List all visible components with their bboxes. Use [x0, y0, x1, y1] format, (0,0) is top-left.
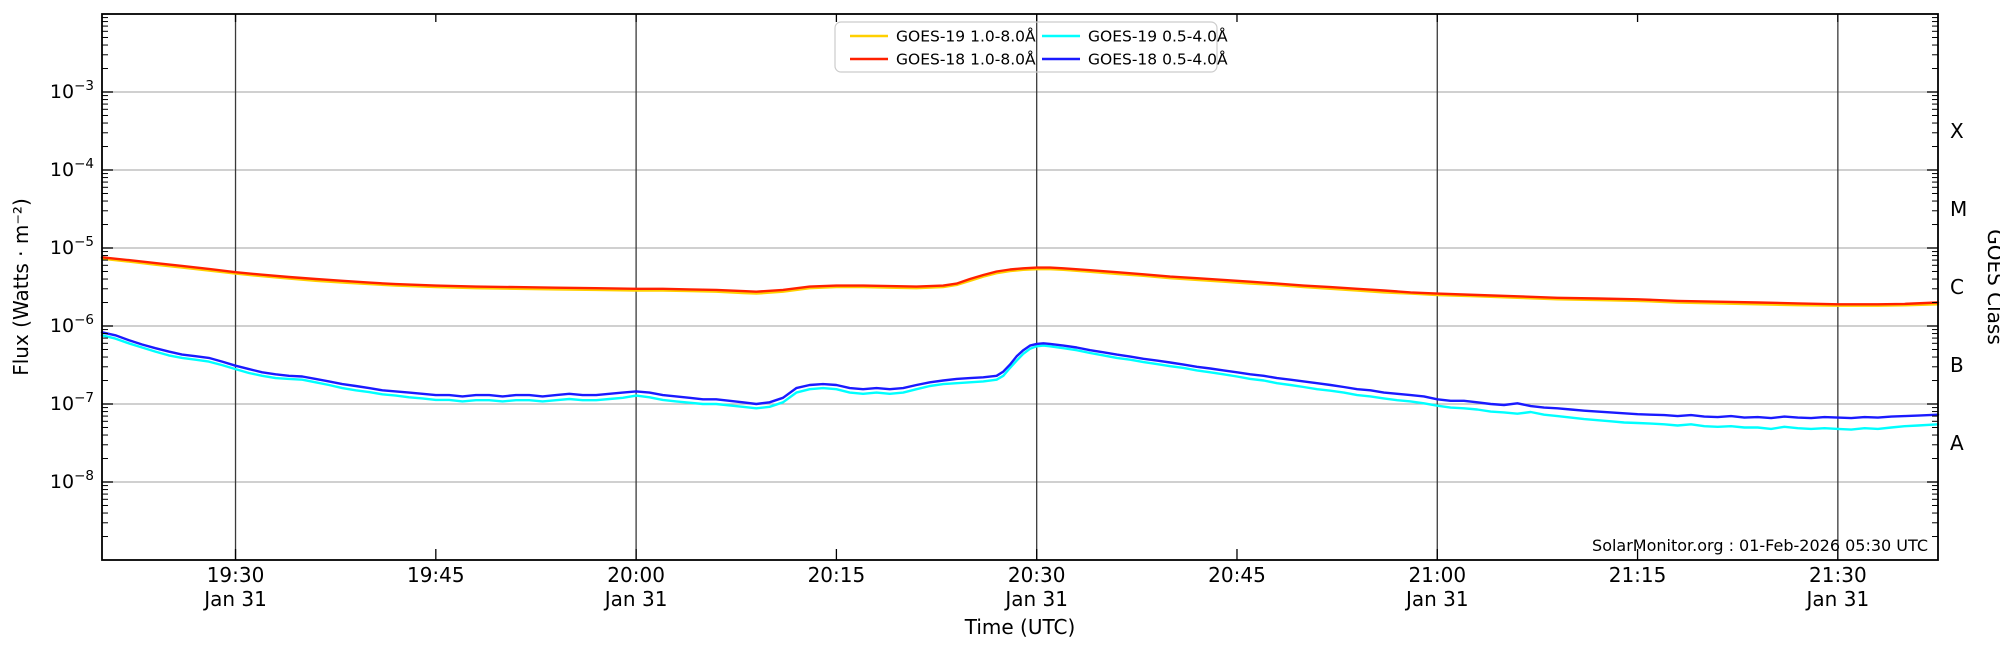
x-tick-label: 20:30	[1008, 563, 1066, 587]
x-tick-label: 20:45	[1208, 563, 1266, 587]
y2-axis-title: GOES Class	[1983, 229, 2000, 345]
goes-class-letter: C	[1950, 275, 1964, 299]
goes-class-letter: A	[1950, 431, 1964, 455]
y-tick-label: 10−3	[50, 78, 94, 103]
legend-box	[834, 21, 1218, 73]
legend-item-label: GOES-18 0.5-4.0Å	[1088, 50, 1228, 69]
series-goes-18-0-5-4-0-	[100, 331, 1940, 420]
x-tick-date-label: Jan 31	[1404, 587, 1469, 611]
plot-border	[101, 13, 1939, 561]
goes-class-letter: M	[1950, 197, 1967, 221]
x-tick-label: 21:30	[1809, 563, 1867, 587]
legend-item-label: GOES-19 1.0-8.0Å	[896, 27, 1036, 46]
x-axis-title: Time (UTC)	[964, 615, 1076, 639]
y-tick-label: 10−5	[50, 234, 94, 259]
x-tick-label: 20:00	[607, 563, 665, 587]
goes-class-letter: X	[1950, 119, 1964, 143]
x-tick-date-label: Jan 31	[1003, 587, 1068, 611]
series-goes-19-1-0-8-0-	[100, 257, 1940, 307]
x-tick-label: 21:00	[1408, 563, 1466, 587]
y-tick-label: 10−6	[50, 312, 94, 337]
legend-item-label: GOES-19 0.5-4.0Å	[1088, 27, 1228, 46]
y-tick-label: 10−7	[50, 390, 94, 415]
y-tick-label: 10−4	[50, 156, 94, 181]
x-tick-date-label: Jan 31	[202, 587, 267, 611]
goes-class-letter: B	[1950, 353, 1964, 377]
x-tick-label: 19:45	[407, 563, 465, 587]
x-tick-date-label: Jan 31	[603, 587, 668, 611]
x-tick-label: 19:30	[207, 563, 265, 587]
legend-item-label: GOES-18 1.0-8.0Å	[896, 50, 1036, 69]
y-axis-title: Flux (Watts · m⁻²)	[9, 198, 33, 376]
y-tick-label: 10−8	[50, 468, 94, 493]
watermark: SolarMonitor.org : 01-Feb-2026 05:30 UTC	[1592, 536, 1928, 555]
x-tick-date-label: Jan 31	[1805, 587, 1870, 611]
x-tick-label: 21:15	[1609, 563, 1667, 587]
series-goes-18-1-0-8-0-	[100, 256, 1940, 306]
series-goes-19-0-5-4-0-	[100, 334, 1940, 431]
x-tick-label: 20:15	[808, 563, 866, 587]
